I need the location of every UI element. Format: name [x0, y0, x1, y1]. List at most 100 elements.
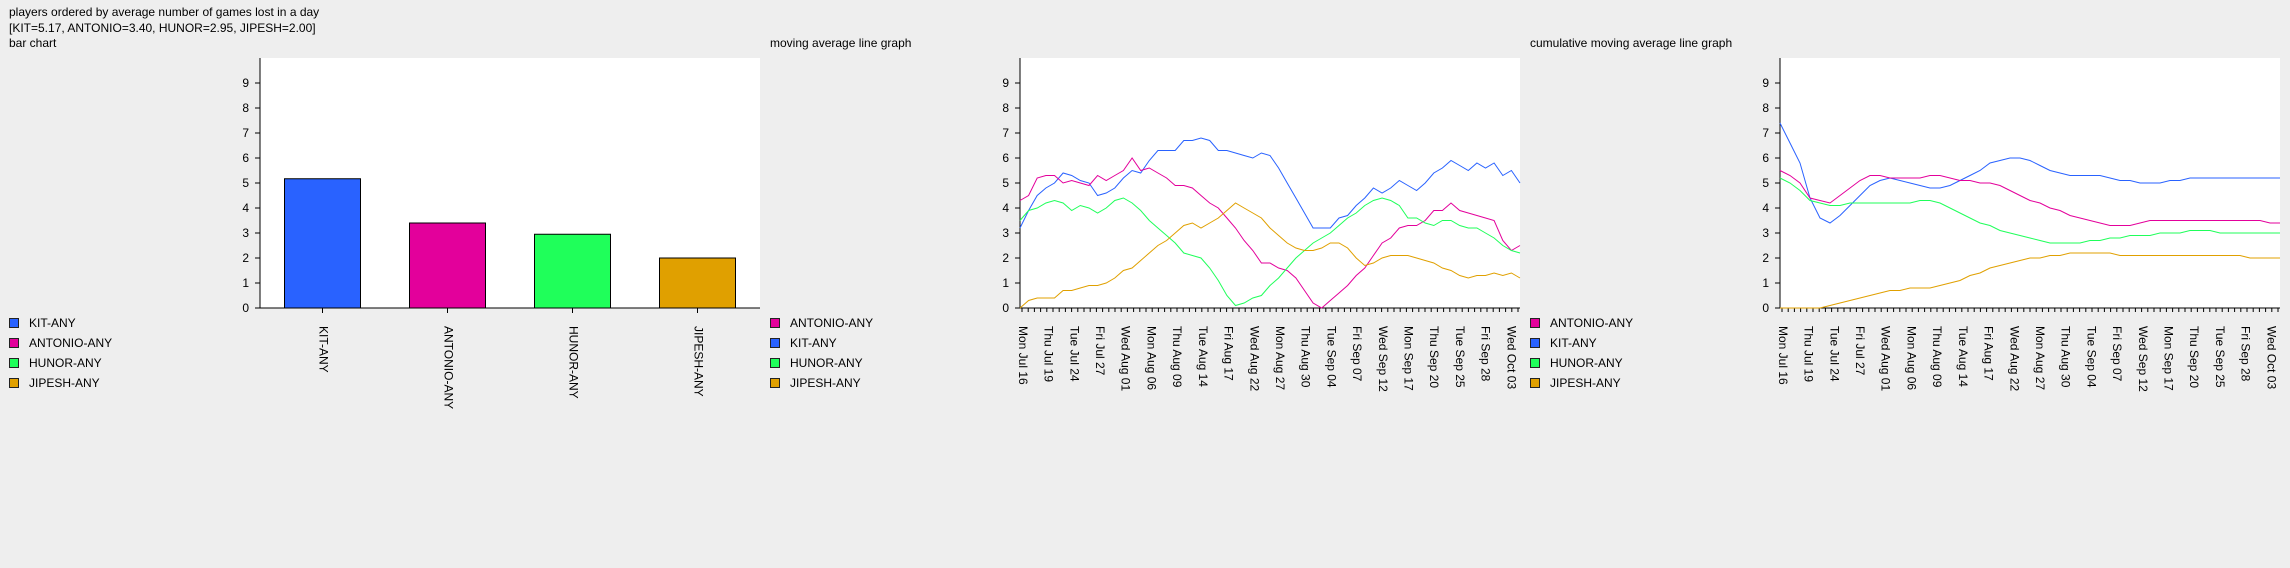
cumulative-avg-x-tick-label: Tue Sep 04: [2084, 326, 2098, 388]
bar-x-tick-label: KIT-ANY: [316, 326, 330, 373]
cumulative-avg-x-tick-label: Thu Aug 09: [1930, 326, 1944, 388]
moving-avg-legend-item: HUNOR-ANY: [770, 353, 873, 373]
moving-avg-y-tick-label: 4: [1002, 201, 1009, 215]
moving-avg-legend-label: KIT-ANY: [790, 336, 837, 350]
cumulative-avg-x-tick-label: Thu Aug 30: [2059, 326, 2073, 388]
moving-avg-x-tick-label: Mon Aug 06: [1144, 326, 1158, 390]
bar-x-tick-label: HUNOR-ANY: [566, 326, 580, 399]
cumulative-avg-series-line: [1779, 122, 2280, 224]
moving-avg-legend-label: ANTONIO-ANY: [790, 316, 874, 330]
cumulative-avg-legend-label: ANTONIO-ANY: [1550, 316, 1634, 330]
cumulative-avg-x-tick-label: Wed Aug 01: [1879, 326, 1893, 391]
cumulative-avg-x-tick-label: Fri Sep 07: [2110, 326, 2124, 382]
moving-avg-x-tick-label: Tue Aug 14: [1196, 326, 1210, 387]
bar: [409, 222, 486, 309]
cumulative-avg-y-tick-label: 2: [1762, 251, 1769, 265]
moving-avg-x-tick-label: Wed Oct 03: [1504, 326, 1518, 389]
cumulative-avg-x-tick-label: Mon Aug 27: [2033, 326, 2047, 390]
cumulative-avg-x-tick-label: Thu Jul 19: [1802, 326, 1816, 382]
cumulative-avg-plot-area: [1780, 58, 2280, 308]
bar-chart-legend: KIT-ANY ANTONIO-ANY HUNOR-ANY JIPESH-ANY: [9, 313, 112, 393]
moving-avg-series-line: [1019, 157, 1521, 309]
moving-avg-series-line: [1019, 202, 1521, 309]
moving-avg-plot-area: [1020, 58, 1520, 308]
cumulative-avg-legend-swatch: [1530, 358, 1540, 368]
cumulative-avg-x-tick-label: Fri Jul 27: [1853, 326, 1867, 376]
bar-y-tick-label: 8: [242, 101, 249, 115]
moving-avg-y-tick-label: 0: [1002, 301, 1009, 315]
cumulative-avg-y-tick-label: 6: [1762, 151, 1769, 165]
cumulative-avg-x-tick-label: Fri Aug 17: [1982, 326, 1996, 381]
moving-avg-legend-swatch: [770, 338, 780, 348]
cumulative-avg-legend-item: KIT-ANY: [1530, 333, 1633, 353]
moving-avg-x-tick-label: Tue Jul 24: [1067, 326, 1081, 382]
moving-avg-legend-item: KIT-ANY: [770, 333, 873, 353]
cumulative-avg-x-tick-label: Fri Sep 28: [2239, 326, 2253, 382]
cumulative-average-legend: ANTONIO-ANY KIT-ANY HUNOR-ANY JIPESH-ANY: [1530, 313, 1633, 393]
moving-avg-y-tick-label: 1: [1002, 276, 1009, 290]
cumulative-avg-x-tick-label: Mon Jul 16: [1776, 326, 1790, 385]
moving-avg-y-tick-label: 5: [1002, 176, 1009, 190]
moving-average-legend: ANTONIO-ANY KIT-ANY HUNOR-ANY JIPESH-ANY: [770, 313, 873, 393]
cumulative-avg-x-tick-label: Wed Aug 22: [2007, 326, 2021, 391]
moving-avg-series-line: [1019, 137, 1521, 229]
bar-y-tick-label: 0: [242, 301, 249, 315]
cumulative-avg-legend-swatch: [1530, 338, 1540, 348]
cumulative-avg-y-tick-label: 5: [1762, 176, 1769, 190]
header-title: players ordered by average number of gam…: [9, 5, 320, 19]
moving-avg-x-tick-label: Thu Sep 20: [1427, 326, 1441, 388]
cumulative-avg-x-tick-label: Wed Sep 12: [2136, 326, 2150, 392]
moving-avg-legend-item: JIPESH-ANY: [770, 373, 873, 393]
moving-avg-x-tick-label: Fri Sep 07: [1350, 326, 1364, 382]
cumulative-avg-legend-label: JIPESH-ANY: [1550, 376, 1621, 390]
bar-legend-item: ANTONIO-ANY: [9, 333, 112, 353]
cumulative-avg-x-tick-label: Tue Jul 24: [1827, 326, 1841, 382]
moving-avg-legend-label: JIPESH-ANY: [790, 376, 861, 390]
moving-avg-x-tick-label: Tue Sep 04: [1324, 326, 1338, 388]
cumulative-avg-x-tick-label: Tue Aug 14: [1956, 326, 1970, 387]
bar: [284, 178, 361, 309]
cumulative-avg-x-tick-label: Mon Aug 06: [1904, 326, 1918, 390]
cumulative-avg-legend-item: HUNOR-ANY: [1530, 353, 1633, 373]
bar-legend-swatch: [9, 358, 19, 368]
bar-y-tick-label: 2: [242, 251, 249, 265]
cumulative-avg-legend-swatch: [1530, 378, 1540, 388]
moving-avg-x-tick-label: Mon Jul 16: [1016, 326, 1030, 385]
bar-legend-swatch: [9, 318, 19, 328]
cumulative-avg-x-tick-label: Mon Sep 17: [2162, 326, 2176, 391]
bar-y-tick-label: 4: [242, 201, 249, 215]
bar-legend-label: ANTONIO-ANY: [29, 336, 113, 350]
moving-avg-y-tick-label: 3: [1002, 226, 1009, 240]
header-summary: [KIT=5.17, ANTONIO=3.40, HUNOR=2.95, JIP…: [9, 21, 316, 35]
bar-legend-label: KIT-ANY: [29, 316, 76, 330]
moving-avg-x-tick-label: Tue Sep 25: [1453, 326, 1467, 388]
cumulative-avg-y-tick-label: 7: [1762, 126, 1769, 140]
moving-avg-x-tick-label: Thu Jul 19: [1042, 326, 1056, 382]
bar-y-tick-label: 7: [242, 126, 249, 140]
moving-avg-x-tick-label: Wed Aug 22: [1247, 326, 1261, 391]
moving-avg-legend-swatch: [770, 318, 780, 328]
cumulative-avg-series-line: [1780, 252, 2280, 309]
bar-legend-swatch: [9, 378, 19, 388]
bar-y-tick-label: 9: [242, 76, 249, 90]
cumulative-avg-y-tick-label: 4: [1762, 201, 1769, 215]
moving-avg-x-tick-label: Mon Aug 27: [1273, 326, 1287, 390]
cumulative-avg-y-tick-label: 9: [1762, 76, 1769, 90]
cumulative-avg-legend-label: KIT-ANY: [1550, 336, 1597, 350]
cumulative-avg-y-tick-label: 3: [1762, 226, 1769, 240]
moving-avg-y-tick-label: 8: [1002, 101, 1009, 115]
bar-legend-label: JIPESH-ANY: [29, 376, 100, 390]
cumulative-avg-y-tick-label: 0: [1762, 301, 1769, 315]
cumulative-avg-y-tick-label: 8: [1762, 101, 1769, 115]
moving-avg-y-tick-label: 2: [1002, 251, 1009, 265]
cumulative-average-title: cumulative moving average line graph: [1530, 36, 1733, 50]
moving-avg-legend-item: ANTONIO-ANY: [770, 313, 873, 333]
bar-legend-item: KIT-ANY: [9, 313, 112, 333]
cumulative-avg-legend-label: HUNOR-ANY: [1550, 356, 1623, 370]
bar-chart-title: bar chart: [9, 36, 57, 50]
moving-avg-x-tick-label: Thu Aug 30: [1299, 326, 1313, 388]
bar-y-tick-label: 1: [242, 276, 249, 290]
moving-avg-x-tick-label: Mon Sep 17: [1402, 326, 1416, 391]
cumulative-avg-legend-item: JIPESH-ANY: [1530, 373, 1633, 393]
